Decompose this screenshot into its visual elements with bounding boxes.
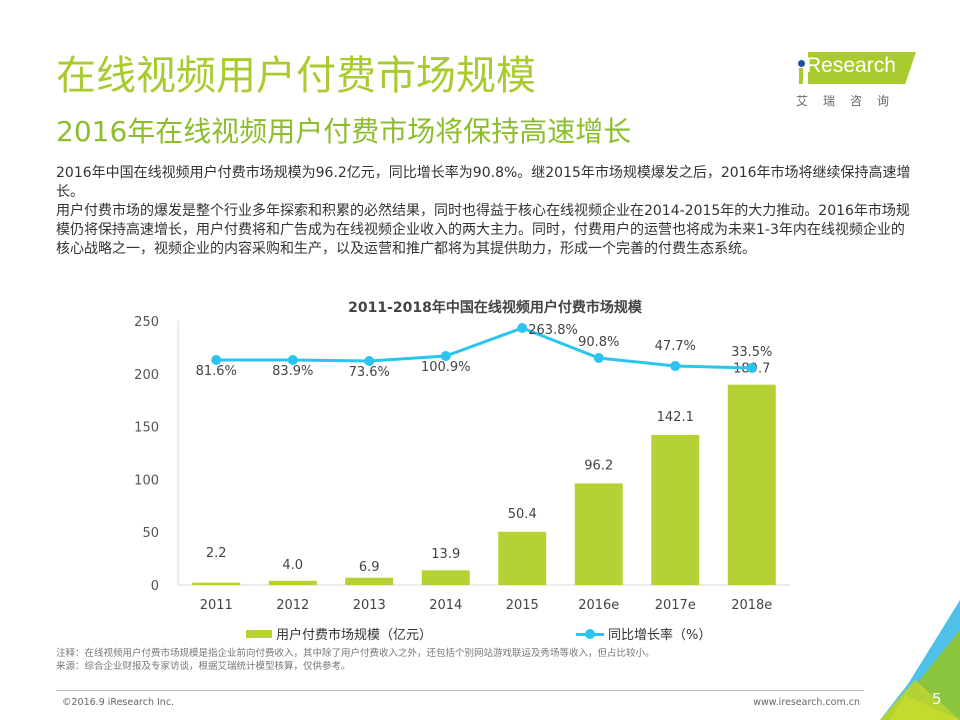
note-text: 注释：在线视频用户付费市场规模是指企业前向付费收入，其中除了用户付费收入之外，还… (56, 648, 655, 659)
growth-value-label: 263.8% (528, 323, 578, 338)
bar-value-label: 4.0 (282, 558, 303, 573)
bar (574, 483, 623, 585)
page-subtitle: 2016年在线视频用户付费市场将保持高速增长 (56, 115, 632, 148)
growth-value-label: 81.6% (196, 364, 237, 379)
growth-point (517, 323, 528, 333)
logo-text: Research (806, 54, 896, 77)
logo-i-stem (799, 68, 803, 84)
y-tick-label: 0 (151, 579, 159, 594)
logo-background (808, 52, 916, 84)
page-title: 在线视频用户付费市场规模 (56, 53, 536, 99)
bar-value-label: 13.9 (431, 547, 460, 562)
growth-point (593, 353, 604, 363)
x-tick-label: 2015 (506, 598, 539, 613)
x-tick-label: 2016e (578, 598, 619, 613)
y-tick-label: 50 (142, 526, 159, 541)
iresearch-logo-icon (798, 60, 805, 67)
footer-copyright: ©2016.9 iResearch Inc. (62, 697, 175, 708)
y-tick-label: 200 (134, 368, 159, 383)
x-tick-label: 2011 (200, 598, 233, 613)
bar (421, 570, 470, 585)
y-tick-label: 250 (134, 315, 159, 330)
bar (727, 384, 776, 585)
chart-title: 2011-2018年中国在线视频用户付费市场规模 (348, 300, 642, 316)
growth-point (440, 351, 451, 361)
logo-cn-text: 艾瑞咨询 (796, 94, 905, 108)
notes: 注释：在线视频用户付费市场规模是指企业前向付费收入，其中除了用户付费收入之外，还… (56, 647, 655, 673)
growth-point (287, 355, 298, 365)
bar (345, 577, 394, 585)
bar (498, 531, 547, 585)
legend-label: 用户付费市场规模（亿元） (276, 628, 433, 643)
iresearch-logo: Research 艾瑞咨询 (790, 48, 920, 108)
legend-line-swatch (576, 628, 604, 639)
bar-value-label: 6.9 (359, 560, 380, 575)
legend-item-growth-rate: 同比增长率（%） (576, 624, 711, 643)
footer-divider (56, 690, 864, 691)
growth-value-label: 33.5% (731, 345, 772, 360)
growth-value-label: 73.6% (349, 365, 390, 380)
x-tick-label: 2018e (731, 598, 772, 613)
page-number: 5 (932, 690, 942, 708)
growth-value-label: 83.9% (272, 364, 313, 379)
footer-website: www.iresearch.com.cn (753, 697, 860, 708)
body-text: 2016年中国在线视频用户付费市场规模为96.2亿元，同比增长率为90.8%。继… (56, 164, 916, 259)
growth-point (670, 361, 681, 371)
y-tick-label: 100 (134, 473, 159, 488)
corner-decoration-icon (880, 600, 960, 720)
growth-value-label: 47.7% (655, 339, 696, 354)
growth-point (746, 363, 757, 373)
x-tick-label: 2014 (429, 598, 462, 613)
x-tick-label: 2012 (276, 598, 309, 613)
bar (268, 580, 317, 585)
source-text: 来源：综合企业财报及专家访谈，根据艾瑞统计模型核算，仅供参考。 (56, 661, 351, 672)
body-paragraph: 2016年中国在线视频用户付费市场规模为96.2亿元，同比增长率为90.8%。继… (56, 165, 911, 200)
growth-point (364, 356, 375, 366)
legend-label: 同比增长率（%） (608, 628, 712, 643)
bar-value-label: 2.2 (206, 546, 227, 561)
legend-bar-swatch (246, 629, 272, 638)
bar (651, 434, 700, 585)
bar (192, 582, 241, 585)
bar-value-label: 142.1 (657, 410, 694, 425)
x-tick-label: 2013 (353, 598, 386, 613)
growth-line (216, 326, 752, 370)
growth-value-label: 90.8% (578, 335, 619, 350)
growth-value-label: 100.9% (421, 360, 471, 375)
legend-item-market-size: 用户付费市场规模（亿元） (246, 624, 432, 643)
x-tick-label: 2017e (655, 598, 696, 613)
growth-point (211, 355, 222, 365)
bar-value-label: 96.2 (584, 458, 613, 473)
bar-value-label: 50.4 (508, 507, 537, 522)
y-tick-label: 150 (134, 421, 159, 436)
body-paragraph: 用户付费市场的爆发是整个行业多年探索和积累的必然结果，同时也得益于核心在线视频企… (56, 203, 910, 257)
